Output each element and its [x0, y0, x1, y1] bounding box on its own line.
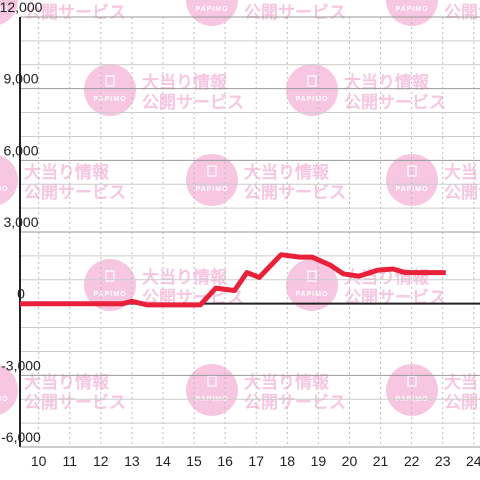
slot-machine-icon [307, 270, 317, 282]
watermark-logo-text: PAPIMO [195, 6, 228, 13]
x-tick-label: 18 [280, 453, 296, 469]
watermark-line2: 公開サービス [444, 393, 480, 412]
watermark-logo-text: PAPIMO [0, 186, 9, 193]
series-line [20, 252, 446, 308]
x-tick-label: 11 [62, 453, 77, 469]
x-tick-label: 10 [31, 453, 47, 469]
tick-label-layer: 12,000 9,000 6,000 3,000 0 -3,000 -6,000 10 11 12… [0, 0, 480, 469]
x-tick-label: 14 [155, 453, 171, 469]
slot-machine-icon [207, 165, 217, 177]
watermark-logo-text: PAPIMO [195, 186, 228, 193]
watermark-line1: 大当り情報 [24, 162, 110, 182]
x-tick-label: 12 [93, 453, 109, 469]
x-tick-label: 17 [248, 453, 264, 469]
series-layer [20, 252, 446, 308]
watermark-logo-text: PAPIMO [395, 6, 428, 13]
papimo-logo-icon [0, 0, 18, 25]
watermark-line2: 公開サービス [344, 288, 446, 307]
slot-machine-icon [105, 75, 115, 87]
papimo-logo-icon [286, 64, 338, 116]
watermark-logo-text: PAPIMO [93, 96, 126, 103]
papimo-logo-icon [84, 64, 136, 116]
grid-layer [20, 16, 480, 448]
watermark-logo-text: PAPIMO [0, 396, 9, 403]
x-tick-label: 22 [404, 453, 420, 469]
watermark-line1: 大当り情報 [444, 372, 480, 392]
papimo-logo-icon [186, 0, 238, 26]
watermark-line1: 大当り情報 [244, 0, 330, 2]
watermark-line1: 大当り情報 [344, 72, 430, 92]
watermark-line2: 公開サービス [24, 393, 126, 412]
papimo-logo-icon [0, 365, 18, 415]
watermark-line1: 大当り情報 [444, 0, 480, 2]
y-tick-label: -6,000 [1, 429, 41, 445]
watermark-line2: 公開サービス [24, 183, 126, 202]
y-tick-label: 12,000 [0, 0, 43, 15]
watermark-line1: 大当り情報 [444, 162, 480, 182]
x-tick-label: 20 [342, 453, 358, 469]
watermark-line2: 公開サービス [142, 93, 244, 112]
papimo-logo-icon [386, 364, 438, 416]
y-tick-label: 6,000 [3, 142, 38, 158]
slot-machine-icon [307, 75, 317, 87]
slot-machine-icon [207, 375, 217, 387]
y-tick-label: 3,000 [3, 214, 38, 230]
watermark-logo-text: PAPIMO [395, 186, 428, 193]
papimo-logo-icon [0, 155, 18, 205]
x-tick-label: 24 [466, 453, 480, 469]
slot-machine-icon [407, 165, 417, 177]
watermark-line1: 大当り情報 [24, 372, 110, 392]
x-tick-label: 21 [373, 453, 389, 469]
watermark-logo-text: PAPIMO [295, 96, 328, 103]
watermark-line2: 公開サービス [244, 3, 346, 22]
watermark-line2: 公開サービス [344, 93, 446, 112]
watermark-line2: 公開サービス [142, 288, 244, 307]
papimo-logo-icon [386, 154, 438, 206]
watermark-logo-text: PAPIMO [295, 291, 328, 298]
watermark-line1: 大当り情報 [24, 0, 110, 2]
x-tick-label: 19 [311, 453, 327, 469]
y-tick-label: -3,000 [1, 357, 41, 373]
x-tick-label: 16 [217, 453, 233, 469]
watermark-line2: 公開サービス [244, 183, 346, 202]
watermark-line2: 公開サービス [444, 183, 480, 202]
watermark-line2: 公開サービス [444, 3, 480, 22]
watermark-line1: 大当り情報 [142, 72, 228, 92]
papimo-logo-icon [286, 259, 338, 311]
papimo-logo-icon [84, 259, 136, 311]
x-tick-label: 15 [186, 453, 202, 469]
y-tick-label: 9,000 [3, 71, 38, 87]
x-tick-label: 23 [435, 453, 451, 469]
watermark-line2: 公開サービス [244, 393, 346, 412]
watermark-line1: 大当り情報 [142, 267, 228, 287]
papimo-logo-icon [386, 0, 438, 26]
watermark-logo-text: PAPIMO [0, 6, 9, 13]
watermark-layer: PAPIMO大当り情報公開サービスPAPIMO大当り情報公開サービスPAPIMO… [0, 0, 480, 416]
slot-machine-icon [105, 270, 115, 282]
x-tick-label: 13 [124, 453, 140, 469]
watermark-logo-text: PAPIMO [93, 291, 126, 298]
slot-machine-icon [407, 375, 417, 387]
y-tick-label: 0 [17, 286, 25, 302]
